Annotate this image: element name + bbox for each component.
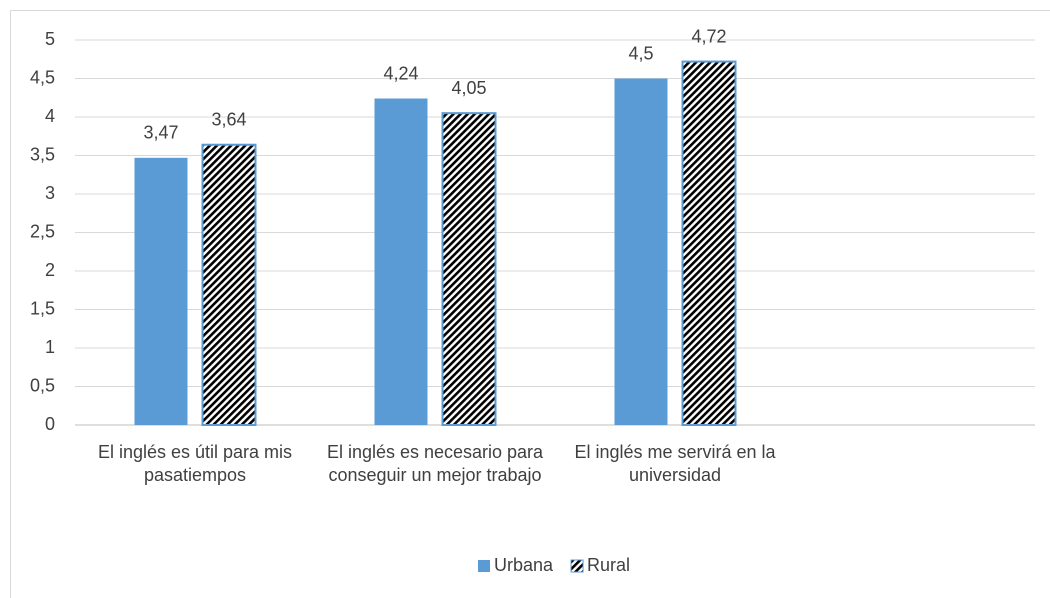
data-label: 4,72 [691,26,726,46]
y-tick-label: 0 [45,414,55,434]
x-tick-label: El inglés es necesario para conseguir un… [326,442,544,485]
y-tick-label: 4 [45,106,55,126]
y-tick-label: 3 [45,183,55,203]
bar [441,112,497,427]
y-tick-label: 5 [45,29,55,49]
y-tick-label: 2 [45,260,55,280]
bar [201,143,257,426]
bar [681,60,737,427]
legend-label: Rural [587,555,630,575]
x-tick-label: El inglés es útil para mis pasatiempos [97,442,293,485]
y-tick-label: 0,5 [30,375,55,395]
y-tick-label: 1,5 [30,298,55,318]
data-label: 4,24 [383,63,418,83]
bar [374,98,428,426]
y-tick-label: 2,5 [30,221,55,241]
data-label: 4,05 [451,78,486,98]
bar [134,157,188,425]
chart-border [10,10,1050,598]
bar [614,78,668,425]
y-tick-label: 1 [45,337,55,357]
data-label: 3,64 [211,109,246,129]
x-tick-label: El inglés me servirá en la universidad [574,442,776,485]
data-label: 4,5 [628,43,653,63]
legend-label: Urbana [494,555,554,575]
legend-swatch [478,560,490,572]
y-tick-label: 3,5 [30,144,55,164]
legend-swatch [570,559,584,573]
y-tick-label: 4,5 [30,67,55,87]
data-label: 3,47 [143,123,178,143]
